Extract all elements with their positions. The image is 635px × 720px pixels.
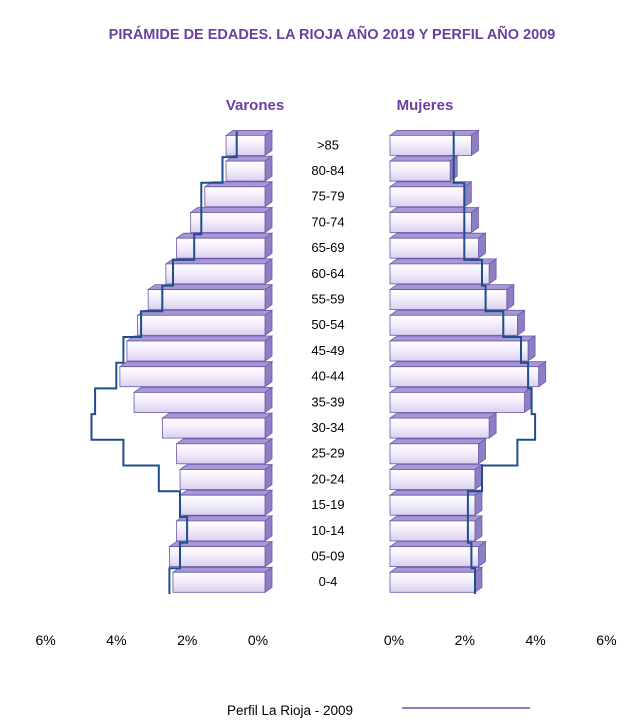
x-tick-left-2: 2% bbox=[177, 632, 197, 648]
varones-bar-30-34 bbox=[161, 412, 274, 439]
varones-bar-25-29 bbox=[175, 438, 274, 465]
mujeres-profile-2009-line bbox=[452, 131, 537, 594]
age-label-20-24: 20-24 bbox=[311, 471, 344, 486]
mujeres-bar-05-09 bbox=[388, 540, 487, 568]
age-label-05-09: 05-09 bbox=[311, 549, 344, 564]
mujeres-bar-40-44 bbox=[388, 360, 547, 388]
varones-bar-0-4 bbox=[171, 566, 274, 594]
x-tick-left-0: 6% bbox=[35, 632, 55, 648]
mujeres-bar-75-79 bbox=[388, 181, 473, 208]
age-label-25-29: 25-29 bbox=[311, 446, 344, 461]
mujeres-bar-80-84 bbox=[388, 155, 459, 182]
age-label-80-84: 80-84 bbox=[311, 163, 344, 178]
varones-profile-2009-line bbox=[90, 131, 238, 594]
varones-bar-20-24 bbox=[178, 463, 274, 491]
mujeres-bar-60-64 bbox=[388, 258, 498, 285]
age-label-35-39: 35-39 bbox=[311, 394, 344, 409]
mujeres-label: Mujeres bbox=[397, 97, 454, 114]
varones-bar-80-84 bbox=[224, 155, 274, 182]
x-tick-right-0: 0% bbox=[384, 632, 404, 648]
legend-label: Perfil La Rioja - 2009 bbox=[227, 703, 353, 718]
age-label-30-34: 30-34 bbox=[311, 420, 344, 435]
age-label-65-69: 65-69 bbox=[311, 240, 344, 255]
varones-bar->85 bbox=[224, 129, 274, 157]
varones-bar-05-09 bbox=[168, 540, 274, 568]
x-tick-left-3: 0% bbox=[248, 632, 268, 648]
age-label-40-44: 40-44 bbox=[311, 369, 344, 384]
age-label-60-64: 60-64 bbox=[311, 266, 344, 281]
age-label-70-74: 70-74 bbox=[311, 214, 344, 229]
chart-title: PIRÁMIDE DE EDADES. LA RIOJA AÑO 2019 Y … bbox=[109, 25, 556, 43]
age-label-45-49: 45-49 bbox=[311, 343, 344, 358]
mujeres-bar-70-74 bbox=[388, 206, 480, 234]
mujeres-bar-45-49 bbox=[388, 335, 537, 362]
varones-bar-50-54 bbox=[136, 309, 274, 337]
mujeres-bar-55-59 bbox=[388, 283, 516, 311]
age-label-0-4: 0-4 bbox=[319, 574, 338, 589]
varones-bar-70-74 bbox=[189, 206, 274, 234]
mujeres-bar-30-34 bbox=[388, 412, 498, 439]
profile-2009-lines bbox=[90, 131, 537, 594]
varones-bar-40-44 bbox=[118, 360, 274, 388]
age-label-50-54: 50-54 bbox=[311, 317, 344, 332]
age-label-15-19: 15-19 bbox=[311, 497, 344, 512]
mujeres-bar-65-69 bbox=[388, 232, 487, 259]
x-tick-right-1: 2% bbox=[455, 632, 475, 648]
mujeres-bar-15-19 bbox=[388, 489, 484, 516]
mujeres-bar-20-24 bbox=[388, 463, 484, 491]
legend: Perfil La Rioja - 2009 bbox=[227, 703, 530, 718]
age-label-55-59: 55-59 bbox=[311, 292, 344, 307]
age-label-75-79: 75-79 bbox=[311, 189, 344, 204]
x-tick-left-1: 4% bbox=[106, 632, 126, 648]
varones-bar-60-64 bbox=[164, 258, 274, 285]
varones-bar-15-19 bbox=[178, 489, 274, 516]
mujeres-bar->85 bbox=[388, 129, 480, 157]
x-tick-right-3: 6% bbox=[596, 632, 616, 648]
x-tick-right-2: 4% bbox=[525, 632, 545, 648]
mujeres-bar-50-54 bbox=[388, 309, 526, 337]
mujeres-bar-25-29 bbox=[388, 438, 487, 465]
x-axis-ticks: 6% 4% 2% 0% 0% 2% 4% 6% bbox=[35, 632, 616, 648]
varones-bar-55-59 bbox=[146, 283, 274, 311]
mujeres-bar-0-4 bbox=[388, 566, 484, 594]
age-label->85: >85 bbox=[317, 137, 339, 152]
varones-bar-65-69 bbox=[175, 232, 274, 259]
varones-bar-35-39 bbox=[132, 386, 274, 414]
varones-bar-75-79 bbox=[203, 181, 274, 208]
varones-bars bbox=[118, 129, 274, 594]
varones-label: Varones bbox=[226, 97, 284, 114]
varones-bar-45-49 bbox=[125, 335, 274, 362]
varones-bar-10-14 bbox=[175, 515, 274, 542]
mujeres-bar-10-14 bbox=[388, 515, 484, 542]
mujeres-bar-35-39 bbox=[388, 386, 533, 414]
mujeres-bars bbox=[388, 129, 547, 594]
age-group-labels: 0-4 05-09 10-14 15-19 20-24 25-29 30-34 35-39 40… bbox=[311, 137, 344, 589]
age-label-10-14: 10-14 bbox=[311, 523, 344, 538]
